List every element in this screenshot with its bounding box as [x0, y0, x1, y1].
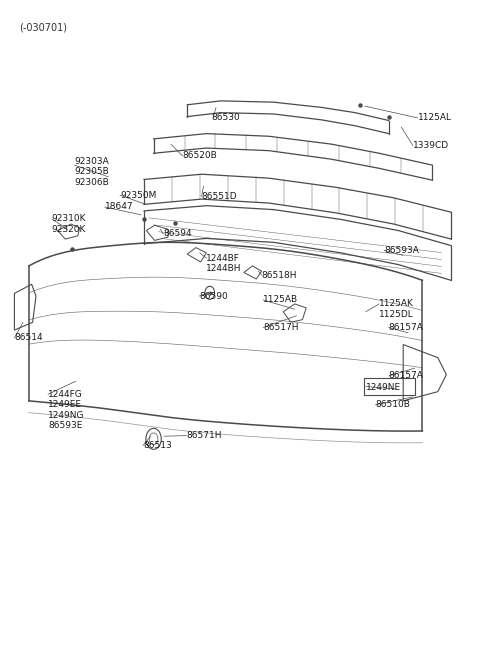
Text: 86510B: 86510B — [375, 400, 410, 409]
Text: 92303A: 92303A — [74, 157, 109, 166]
Text: 86551D: 86551D — [202, 192, 237, 201]
Text: 1125DL: 1125DL — [379, 310, 414, 319]
Text: 86517H: 86517H — [263, 323, 299, 332]
Text: 86157A: 86157A — [389, 371, 424, 381]
Text: 92305B: 92305B — [74, 167, 109, 176]
Text: 1249EE: 1249EE — [48, 400, 82, 409]
Text: 18647: 18647 — [105, 202, 133, 212]
Text: 86520B: 86520B — [182, 151, 217, 160]
Text: 1244BF: 1244BF — [206, 253, 240, 263]
Text: 86593E: 86593E — [48, 421, 83, 430]
Text: 86514: 86514 — [14, 333, 43, 343]
Text: 1125AB: 1125AB — [263, 295, 298, 305]
Text: 86593A: 86593A — [384, 246, 419, 255]
Text: 1249NE: 1249NE — [366, 383, 401, 392]
Text: 1244BH: 1244BH — [206, 264, 242, 273]
Text: 1125AK: 1125AK — [379, 299, 414, 309]
Text: 86594: 86594 — [163, 229, 192, 238]
Text: 92306B: 92306B — [74, 178, 109, 187]
Text: 86571H: 86571H — [186, 431, 222, 440]
Text: 92350M: 92350M — [120, 191, 156, 200]
Text: 86530: 86530 — [211, 113, 240, 122]
Text: 86157A: 86157A — [389, 323, 424, 332]
Text: 92320K: 92320K — [52, 225, 86, 234]
Text: 1244FG: 1244FG — [48, 390, 83, 399]
Text: (-030701): (-030701) — [19, 22, 67, 33]
Text: 92310K: 92310K — [52, 214, 86, 223]
Text: 86518H: 86518H — [262, 271, 297, 280]
Text: 1339CD: 1339CD — [413, 141, 449, 150]
Text: 86590: 86590 — [199, 291, 228, 301]
Text: 86513: 86513 — [143, 441, 172, 450]
Text: 1249NG: 1249NG — [48, 411, 84, 420]
Text: 1125AL: 1125AL — [418, 113, 452, 122]
